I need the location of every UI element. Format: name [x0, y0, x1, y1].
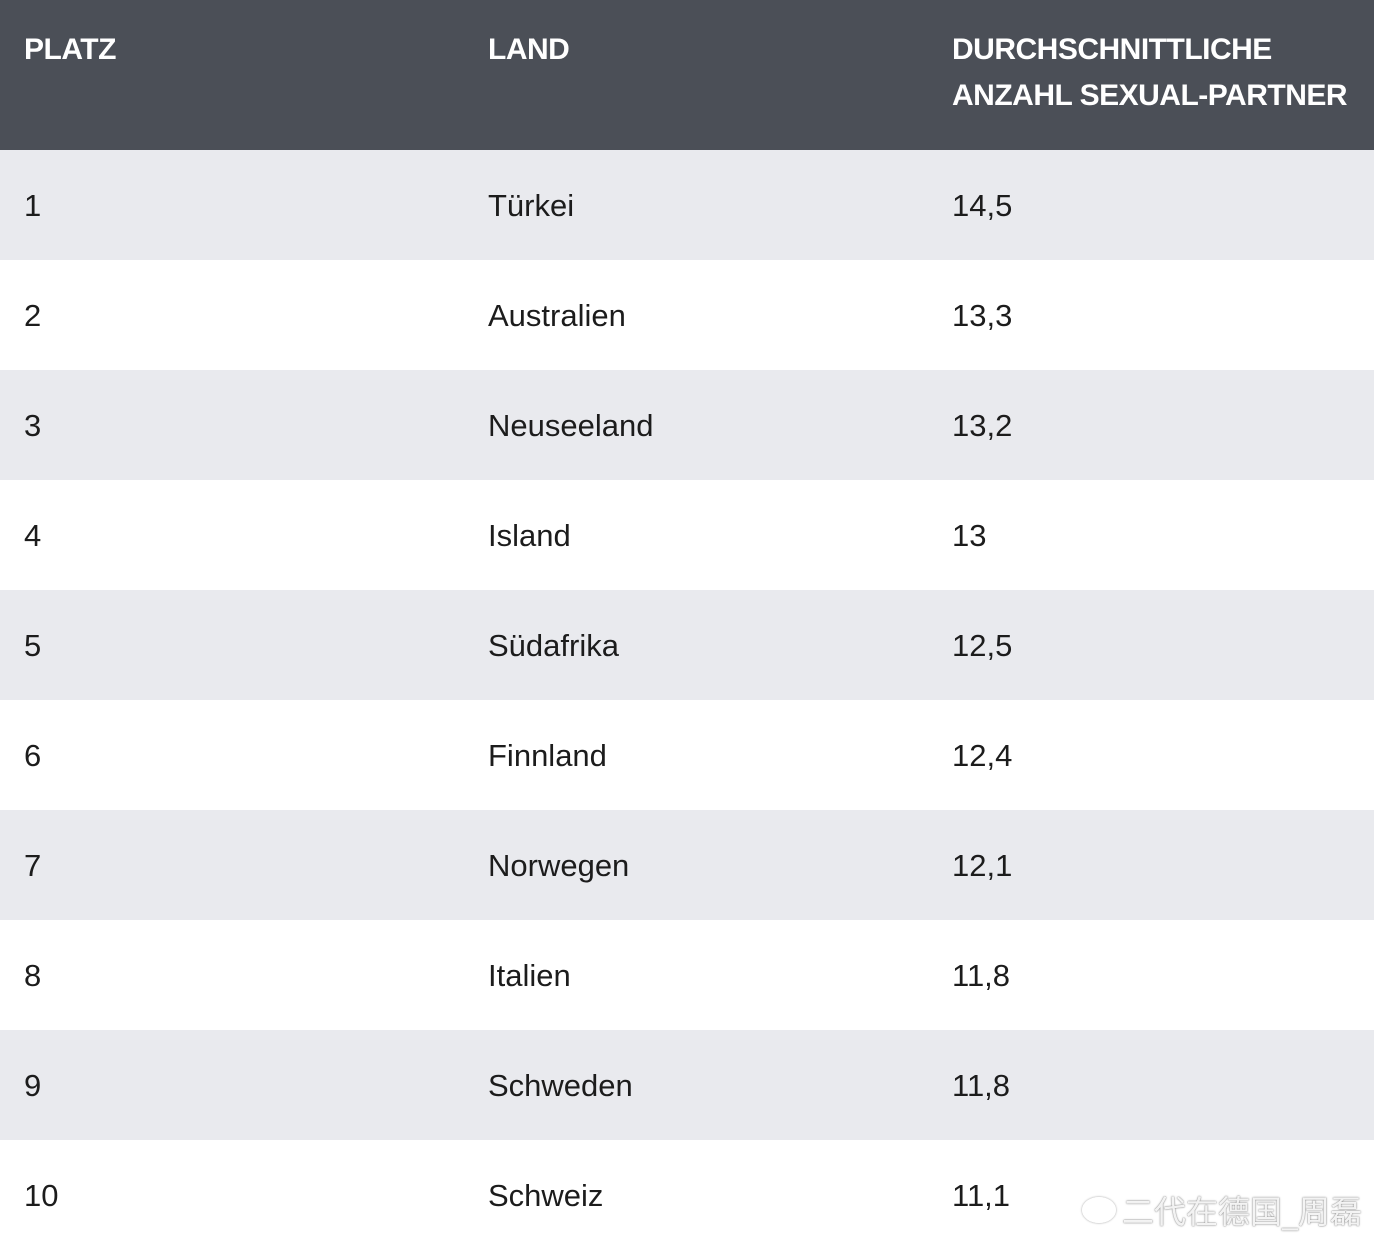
header-rank: PLATZ [24, 33, 116, 66]
country-cell: Australien [488, 298, 626, 333]
value-cell: 12,4 [952, 738, 1013, 773]
rank-cell: 7 [24, 848, 42, 883]
table-row: 6 Finnland 12,4 [0, 700, 1374, 810]
table-row: 7 Norwegen 12,1 [0, 810, 1374, 920]
country-cell: Türkei [488, 188, 575, 223]
table-body: 1 Türkei 14,5 2 Australien 13,3 3 Neusee… [0, 150, 1374, 1244]
country-cell: Schweden [488, 1068, 633, 1103]
country-cell: Finnland [488, 738, 607, 773]
table-row: 9 Schweden 11,8 [0, 1030, 1374, 1140]
header-value-line2: ANZAHL SEXUAL-PARTNER [952, 79, 1348, 112]
country-cell: Neuseeland [488, 408, 654, 443]
table-row: 10 Schweiz 11,1 [0, 1140, 1374, 1244]
country-cell: Südafrika [488, 628, 619, 663]
rank-cell: 5 [24, 628, 42, 663]
country-cell: Schweiz [488, 1178, 604, 1213]
value-cell: 13,3 [952, 298, 1013, 333]
value-cell: 11,8 [952, 958, 1011, 993]
table-row: 1 Türkei 14,5 [0, 150, 1374, 260]
value-cell: 14,5 [952, 188, 1013, 223]
rank-cell: 4 [24, 518, 42, 553]
table-row: 5 Südafrika 12,5 [0, 590, 1374, 700]
country-cell: Island [488, 518, 571, 553]
rank-cell: 10 [24, 1178, 59, 1213]
rank-cell: 2 [24, 298, 42, 333]
rank-cell: 9 [24, 1068, 42, 1103]
value-cell: 12,5 [952, 628, 1013, 663]
rank-cell: 1 [24, 188, 42, 223]
value-cell: 12,1 [952, 848, 1013, 883]
rank-cell: 8 [24, 958, 42, 993]
table-row: 8 Italien 11,8 [0, 920, 1374, 1030]
value-cell: 13 [952, 518, 987, 553]
country-cell: Norwegen [488, 848, 630, 883]
table-row: 4 Island 13 [0, 480, 1374, 590]
country-cell: Italien [488, 958, 571, 993]
header-value: DURCHSCHNITTLICHE ANZAHL SEXUAL-PARTNER [952, 27, 1352, 119]
rank-cell: 6 [24, 738, 42, 773]
header-country: LAND [488, 33, 570, 66]
value-cell: 13,2 [952, 408, 1013, 443]
weibo-logo-icon [1081, 1197, 1116, 1223]
table-row: 3 Neuseeland 13,2 [0, 370, 1374, 480]
value-cell: 11,1 [952, 1178, 1011, 1213]
rank-cell: 3 [24, 408, 42, 443]
header-value-line1: DURCHSCHNITTLICHE [952, 33, 1272, 66]
table-header: PLATZ LAND DURCHSCHNITTLICHE ANZAHL SEXU… [0, 0, 1374, 150]
value-cell: 11,8 [952, 1068, 1011, 1103]
watermark-text: 二代在德国_周磊 [1121, 1193, 1362, 1231]
watermark: 二代在德国_周磊 [1081, 1190, 1362, 1231]
table-row: 2 Australien 13,3 [0, 260, 1374, 370]
